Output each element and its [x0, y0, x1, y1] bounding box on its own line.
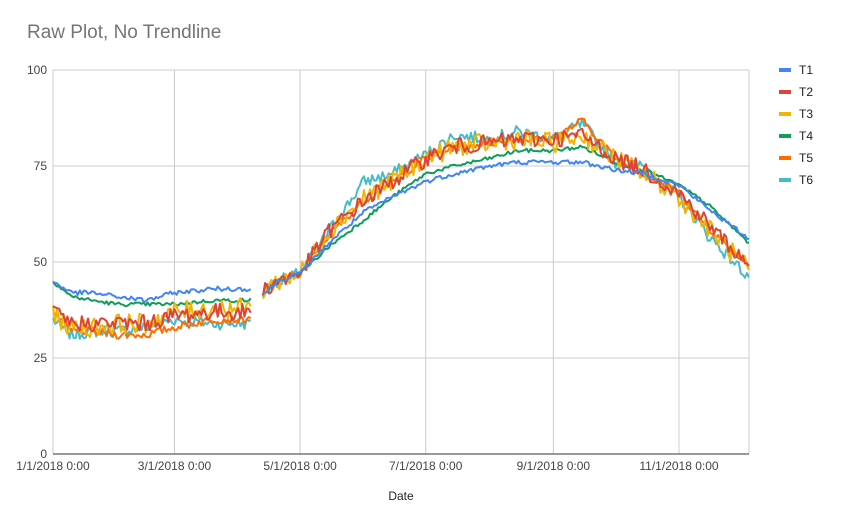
chart-title: Raw Plot, No Trendline [27, 22, 222, 43]
legend-swatch-t4 [779, 134, 791, 138]
series-lines [52, 117, 750, 340]
axes: 0 25 50 75 100 1/1/2018 0:00 3/1/2018 0:00 5/1/… [16, 63, 749, 473]
legend-swatch-t6 [779, 178, 791, 182]
legend-swatch-t2 [779, 90, 791, 94]
legend-label-t5: T5 [799, 151, 813, 165]
legend-label-t1: T1 [799, 63, 813, 77]
y-tick-label: 0 [40, 447, 47, 461]
series-line-t2 [52, 302, 252, 333]
x-tick-label: 11/1/2018 0:00 [639, 459, 719, 473]
series-line-t4 [52, 281, 252, 308]
x-axis-title: Date [388, 489, 414, 503]
x-tick-label: 5/1/2018 0:00 [263, 459, 337, 473]
x-tick-label: 9/1/2018 0:00 [517, 459, 591, 473]
y-tick-label: 100 [27, 63, 47, 77]
series-line-t1 [262, 159, 750, 294]
x-tick-label: 1/1/2018 0:00 [16, 459, 90, 473]
series-line-t4 [263, 144, 750, 294]
y-tick-label: 50 [34, 255, 48, 269]
legend-label-t3: T3 [799, 107, 813, 121]
legend-swatch-t5 [779, 156, 791, 160]
x-tick-label: 3/1/2018 0:00 [138, 459, 212, 473]
y-tick-label: 25 [34, 351, 48, 365]
legend-label-t4: T4 [799, 129, 813, 143]
series-line-t2 [262, 127, 750, 296]
gridlines [52, 69, 750, 454]
legend-swatch-t3 [779, 112, 791, 116]
series-line-t3 [52, 297, 252, 339]
legend: T1 T2 T3 T4 T5 T6 [779, 63, 813, 187]
series-line-t3 [262, 129, 750, 300]
legend-label-t6: T6 [799, 173, 813, 187]
legend-swatch-t1 [779, 68, 791, 72]
y-tick-label: 75 [34, 159, 48, 173]
series-line-t1 [52, 280, 252, 303]
legend-label-t2: T2 [799, 85, 813, 99]
x-tick-label: 7/1/2018 0:00 [389, 459, 463, 473]
